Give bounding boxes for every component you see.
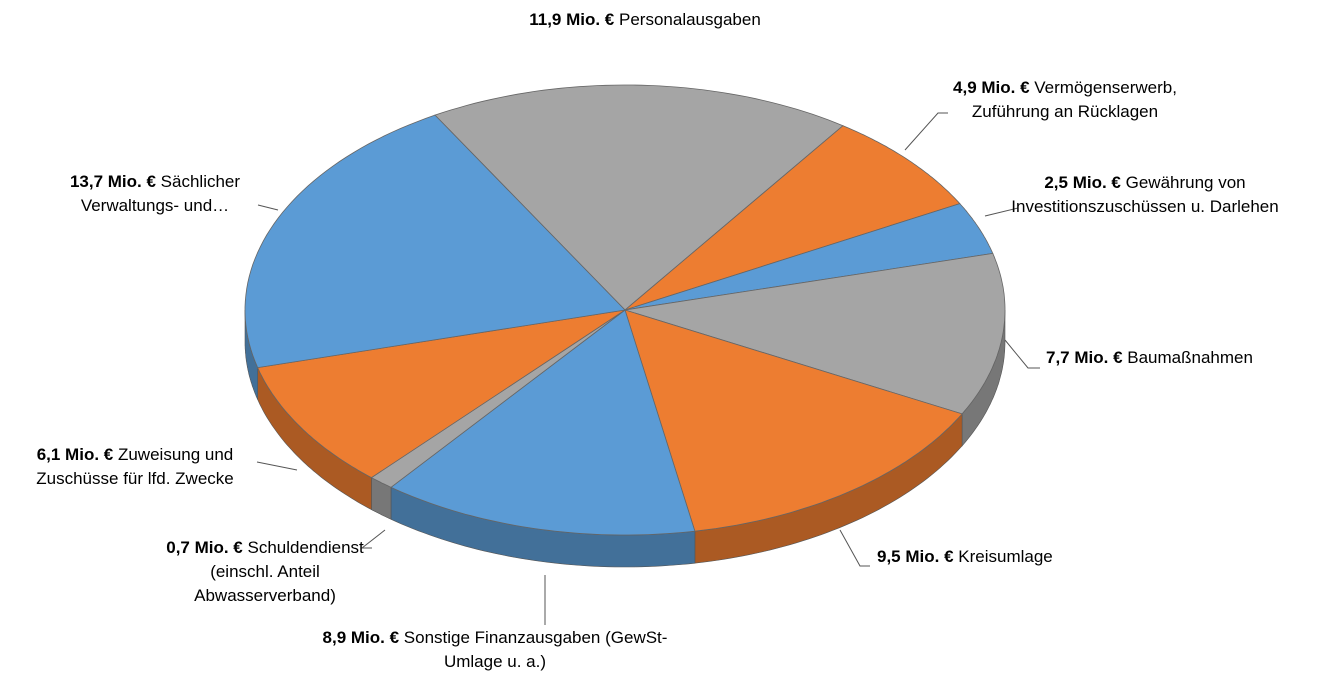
leader-line xyxy=(839,529,870,567)
slice xyxy=(257,309,626,479)
leader-line xyxy=(360,529,386,549)
category-label: Kreisumlage xyxy=(958,547,1053,566)
value-label: 7,7 Mio. € xyxy=(1046,348,1123,367)
slice-label: 7,7 Mio. € Baumaßnahmen xyxy=(1046,346,1316,370)
category-label: Sächlicher Verwaltungs- und… xyxy=(80,172,241,215)
slice xyxy=(624,309,963,532)
category-label: Gewährung von Investitionszuschüssen u. … xyxy=(1011,173,1279,216)
slice xyxy=(624,252,1006,415)
category-label: Schuldendienst (einschl. Anteil Abwasser… xyxy=(194,538,364,605)
leader-line xyxy=(256,461,298,471)
slice-label: 2,5 Mio. € Gewährung von Investitionszus… xyxy=(1010,171,1280,219)
leader-line xyxy=(904,112,948,151)
value-label: 9,5 Mio. € xyxy=(877,547,954,566)
value-label: 8,9 Mio. € xyxy=(322,628,400,647)
category-label: Personalausgaben xyxy=(619,10,761,29)
category-label: Vermögenserwerb, Zuführung an Rücklagen xyxy=(971,78,1177,121)
slice xyxy=(244,114,626,369)
leader-line xyxy=(984,207,1019,217)
value-label: 0,7 Mio. € xyxy=(166,538,243,557)
slice-label: 11,9 Mio. € Personalausgaben xyxy=(480,8,810,32)
slice-label: 13,7 Mio. € Sächlicher Verwaltungs- und… xyxy=(20,170,290,218)
value-label: 6,1 Mio. € xyxy=(36,445,114,464)
slice xyxy=(624,125,961,311)
slice-label: 9,5 Mio. € Kreisumlage xyxy=(877,545,1117,569)
slice xyxy=(390,309,696,536)
slice xyxy=(624,203,994,311)
slice xyxy=(370,309,626,488)
value-label: 4,9 Mio. € xyxy=(953,78,1030,97)
value-label: 11,9 Mio. € xyxy=(529,10,615,29)
slice-label: 4,9 Mio. € Vermögenserwerb, Zuführung an… xyxy=(915,76,1215,124)
value-label: 13,7 Mio. € xyxy=(69,172,156,191)
slice-label: 6,1 Mio. € Zuweisung und Zuschüsse für l… xyxy=(5,443,265,491)
value-label: 2,5 Mio. € xyxy=(1044,173,1121,192)
slice-label: 8,9 Mio. € Sonstige Finanzausgaben (GewS… xyxy=(300,626,690,674)
category-label: Zuweisung und Zuschüsse für lfd. Zwecke xyxy=(36,445,234,488)
slice xyxy=(434,84,844,311)
leader-line xyxy=(257,204,279,211)
category-label: Sonstige Finanzausgaben (GewSt-Umlage u.… xyxy=(403,628,668,671)
category-label: Baumaßnahmen xyxy=(1127,348,1253,367)
leader-line xyxy=(1004,339,1040,369)
slice-label: 0,7 Mio. € Schuldendienst (einschl. Ante… xyxy=(140,536,390,608)
